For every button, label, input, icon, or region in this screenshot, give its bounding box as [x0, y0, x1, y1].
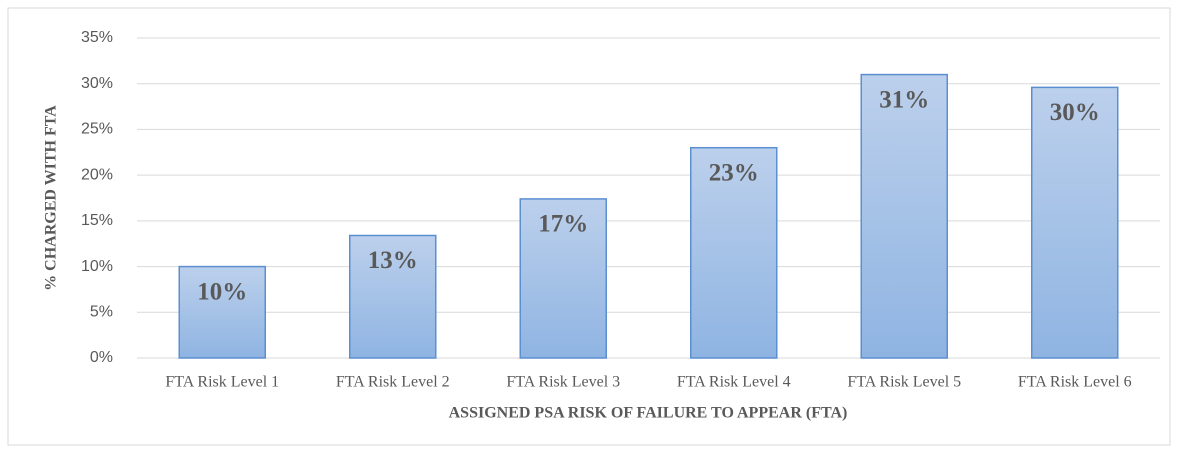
value-label: 31%	[879, 86, 929, 113]
y-tick-label: 35%	[81, 29, 113, 46]
bar	[860, 73, 948, 359]
value-label: 17%	[538, 211, 588, 238]
y-tick-label: 30%	[81, 75, 113, 92]
x-tick-label: FTA Risk Level 4	[677, 374, 791, 391]
x-axis-title: ASSIGNED PSA RISK OF FAILURE TO APPEAR (…	[449, 405, 848, 422]
chart-border	[7, 7, 1171, 446]
value-label: 13%	[368, 247, 418, 274]
y-tick-label: 0%	[90, 349, 113, 366]
y-tick-label: 15%	[81, 212, 113, 229]
value-label: 23%	[709, 159, 759, 186]
x-tick-label: FTA Risk Level 6	[1018, 374, 1132, 391]
x-tick-label: FTA Risk Level 2	[336, 374, 450, 391]
value-label: 30%	[1050, 99, 1100, 126]
y-tick-label: 25%	[81, 121, 113, 138]
bar	[178, 265, 266, 359]
x-tick-label: FTA Risk Level 5	[847, 374, 961, 391]
y-tick-label: 10%	[81, 258, 113, 275]
bar	[690, 146, 778, 359]
y-tick-label: 5%	[90, 304, 113, 321]
y-axis-title: % CHARGED WITH FTA	[43, 105, 60, 291]
y-tick-label: 20%	[81, 166, 113, 183]
value-label: 10%	[197, 278, 247, 305]
bar	[349, 234, 437, 359]
x-tick-label: FTA Risk Level 1	[165, 374, 279, 391]
x-tick-label: FTA Risk Level 3	[506, 374, 620, 391]
bar	[519, 198, 607, 359]
bar	[1031, 86, 1119, 359]
